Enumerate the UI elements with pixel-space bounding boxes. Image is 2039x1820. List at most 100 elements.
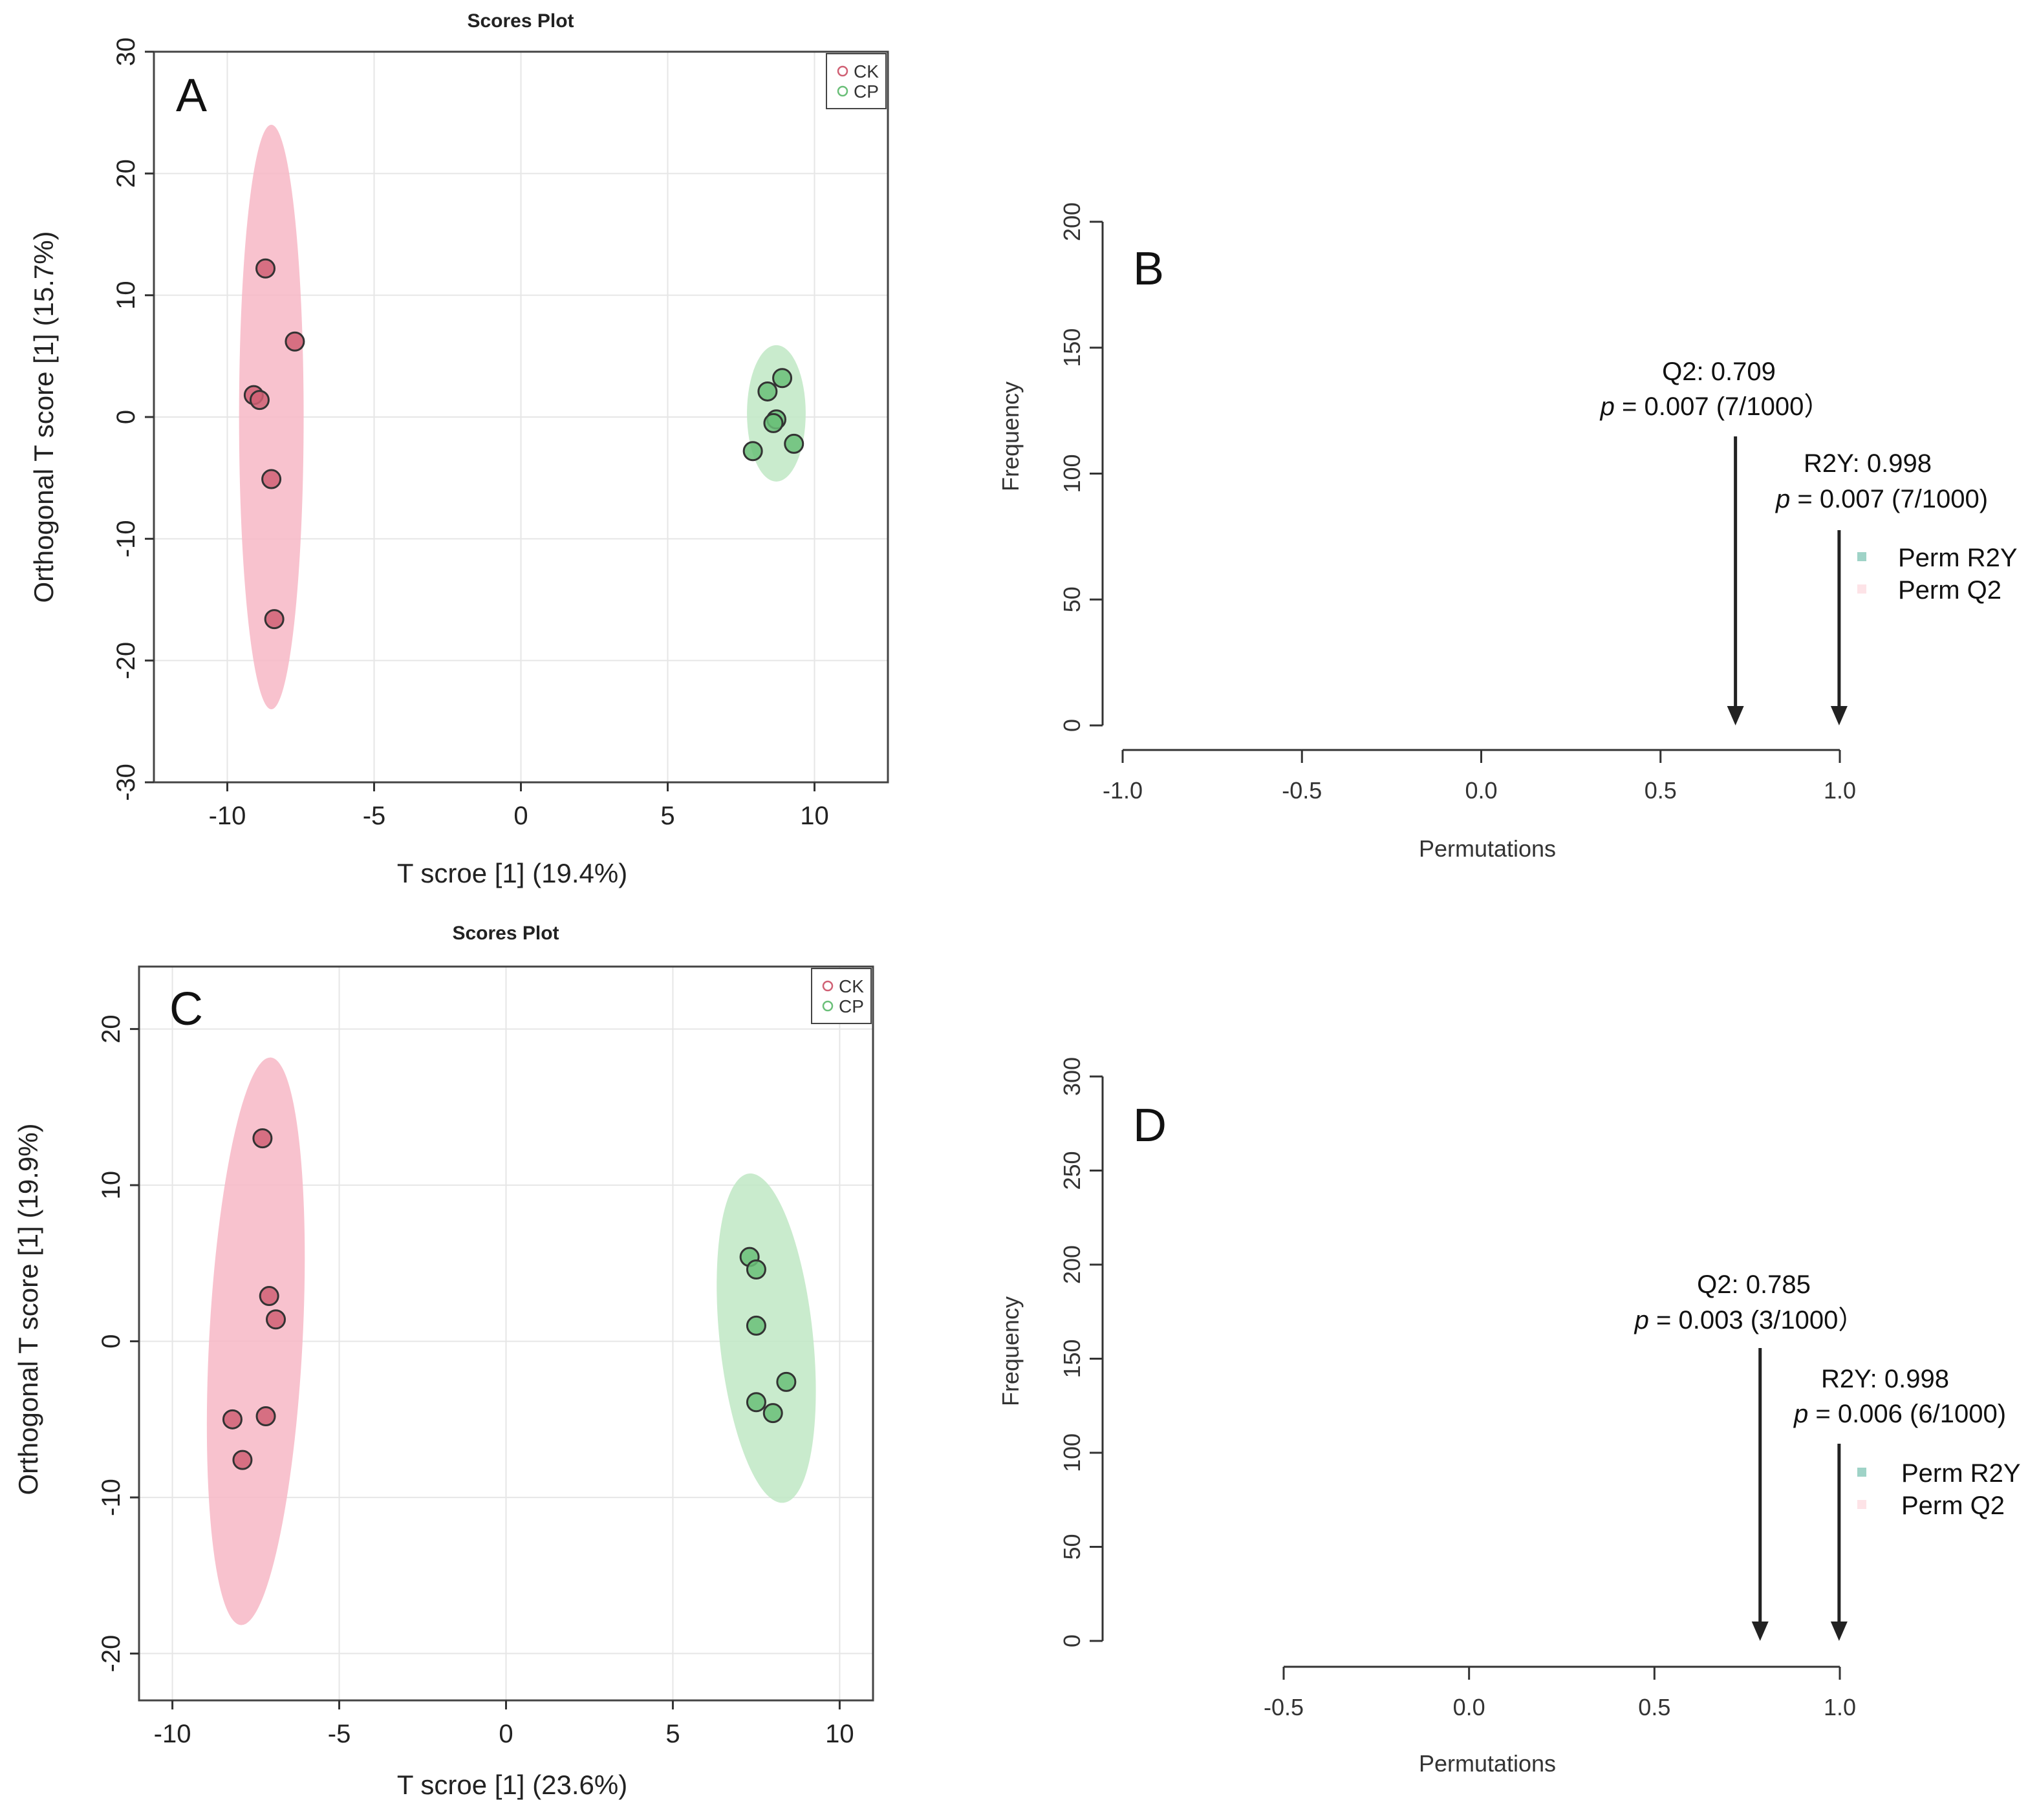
panel-a-legend: CK CP [826,53,887,109]
y-tick-label: 20 [112,159,140,188]
x-tick-label: 10 [800,802,829,830]
panel-d-letter: D [1133,1100,1167,1151]
panel-a-xlabel: T scroe [1] (19.4%) [397,858,627,888]
x-tick-label: 0.5 [1638,1694,1670,1720]
confidence-ellipse-cp [717,1173,816,1503]
panel-b-r2y-pvalue: p = 0.007 (7/1000) [1775,485,1988,513]
y-tick-label: 0 [97,1334,125,1348]
y-tick-label: 150 [1059,328,1085,367]
point-ck [222,1409,243,1429]
panel-d-q2-label: Q2: 0.785 [1697,1270,1811,1299]
y-tick-label: 0 [1059,1634,1085,1647]
panel-c-legend-cp: CP [839,996,864,1016]
panel-b-q2-pvalue: p = 0.007 (7/1000） [1600,392,1830,421]
point-ck [255,1406,276,1426]
panel-a-points [243,258,804,630]
panel-c-x-ticks: -10 -5 0 5 10 [154,1700,854,1748]
x-tick-label: 1.0 [1824,1694,1856,1720]
panel-a-title: Scores Plot [467,10,574,32]
panel-d-legend: Perm R2Y Perm Q2 [1857,1459,2021,1520]
panel-a-letter: A [176,70,207,122]
y-tick-label: -10 [112,520,140,557]
y-tick-label: -20 [97,1635,125,1673]
panel-b: 0 50 100 150 200 -1.0 -0.5 0.0 0.5 1.0 B Permutat… [997,202,2018,862]
panel-b-r2y-p-symbol: p [1775,485,1790,513]
x-tick-label: -5 [328,1720,351,1748]
point-cp [746,1259,766,1279]
y-tick-label: -30 [112,764,140,801]
panel-b-legend-q2: Perm Q2 [1898,576,2001,605]
point-ck [266,1309,286,1330]
confidence-ellipse-ck [239,125,304,709]
panel-d-q2-pvalue: p = 0.003 (3/1000） [1634,1306,1864,1334]
point-ck [249,390,270,411]
y-tick-label: 30 [112,37,140,67]
point-ck [285,331,305,352]
point-cp [776,1371,797,1392]
panel-a-legend-ck: CK [854,61,879,81]
panel-d-xlabel: Permutations [1419,1750,1556,1777]
panel-a: Scores Plot -10 -5 0 5 10 -30 -20 -10 0 10 20 30 A… [28,10,889,888]
panel-b-axes: 0 50 100 150 200 -1.0 -0.5 0.0 0.5 1.0 [1059,202,1856,804]
y-tick-label: 50 [1059,1534,1085,1559]
panel-d-q2-annotation: Q2: 0.785 p = 0.003 (3/1000） [1634,1270,1864,1334]
arrow-head [1751,1622,1769,1641]
panel-a-legend-ck-marker [837,65,848,77]
panel-d-legend-r2y-swatch [1857,1468,1866,1477]
x-tick-label: 0.5 [1645,777,1677,804]
x-tick-label: 0 [499,1720,513,1748]
panel-b-legend-r2y: Perm R2Y [1898,544,2018,572]
panel-a-y-ticks: -30 -20 -10 0 10 20 30 [112,37,154,801]
x-tick-label: 5 [665,1720,680,1748]
panel-c-letter: C [169,983,203,1035]
point-cp [746,1315,766,1336]
point-cp [742,441,763,462]
y-tick-label: 100 [1059,454,1085,493]
y-tick-label: 0 [112,410,140,424]
panel-b-ylabel: Frequency [997,381,1024,491]
panel-b-legend-r2y-swatch [1857,552,1866,561]
panel-d-axes: 0 50 100 150 200 250 300 -0.5 0.0 0.5 1.0 [1059,1057,1856,1720]
panel-b-arrows [1727,436,1848,725]
panel-b-q2-p-symbol: p [1600,392,1615,421]
y-tick-label: 100 [1059,1433,1085,1472]
panel-b-r2y-p-text: = 0.007 (7/1000) [1790,485,1988,513]
arrow-head [1830,1622,1848,1641]
point-cp [762,1403,783,1424]
x-tick-label: -0.5 [1282,777,1322,804]
panel-c-legend-ck: CK [839,976,864,996]
panel-d: 0 50 100 150 200 250 300 -0.5 0.0 0.5 1.0 D Permut… [997,1057,2021,1777]
panel-d-r2y-p-symbol: p [1793,1400,1808,1428]
x-tick-label: 0 [513,802,528,830]
panel-d-r2y-label: R2Y: 0.998 [1821,1365,1949,1393]
y-tick-label: 10 [112,281,140,310]
x-tick-label: 0.0 [1453,1694,1485,1720]
x-tick-label: 1.0 [1824,777,1856,804]
panel-c-title: Scores Plot [452,923,559,944]
panel-c-legend-cp-marker [822,1000,834,1012]
panel-b-q2-label: Q2: 0.709 [1662,358,1776,386]
panel-b-r2y-label: R2Y: 0.998 [1804,449,1932,478]
point-ck [252,1128,273,1149]
y-tick-label: 20 [97,1014,125,1044]
panel-c-points [222,1128,797,1470]
x-tick-label: -0.5 [1264,1694,1304,1720]
x-tick-label: -10 [209,802,246,830]
panel-c-ylabel: Orthogonal T score [1] (19.9%) [13,1123,43,1495]
panel-b-r2y-annotation: R2Y: 0.998 p = 0.007 (7/1000) [1775,449,1988,513]
panel-c-y-ticks: -20 -10 0 10 20 [97,1014,139,1672]
panel-b-letter: B [1133,243,1164,295]
panel-d-legend-r2y: Perm R2Y [1901,1459,2021,1488]
point-cp [757,381,778,401]
panel-a-legend-cp-marker [837,85,848,97]
panel-c-legend-box [811,968,872,1024]
panel-b-legend-q2-swatch [1857,584,1866,594]
panel-a-ylabel: Orthogonal T score [1] (15.7%) [28,231,59,603]
point-cp [763,412,784,433]
point-cp [784,433,804,454]
y-tick-label: 10 [97,1171,125,1200]
x-tick-label: 0.0 [1465,777,1497,804]
panel-c-xlabel: T scroe [1] (23.6%) [397,1770,627,1800]
x-tick-label: -1.0 [1103,777,1143,804]
